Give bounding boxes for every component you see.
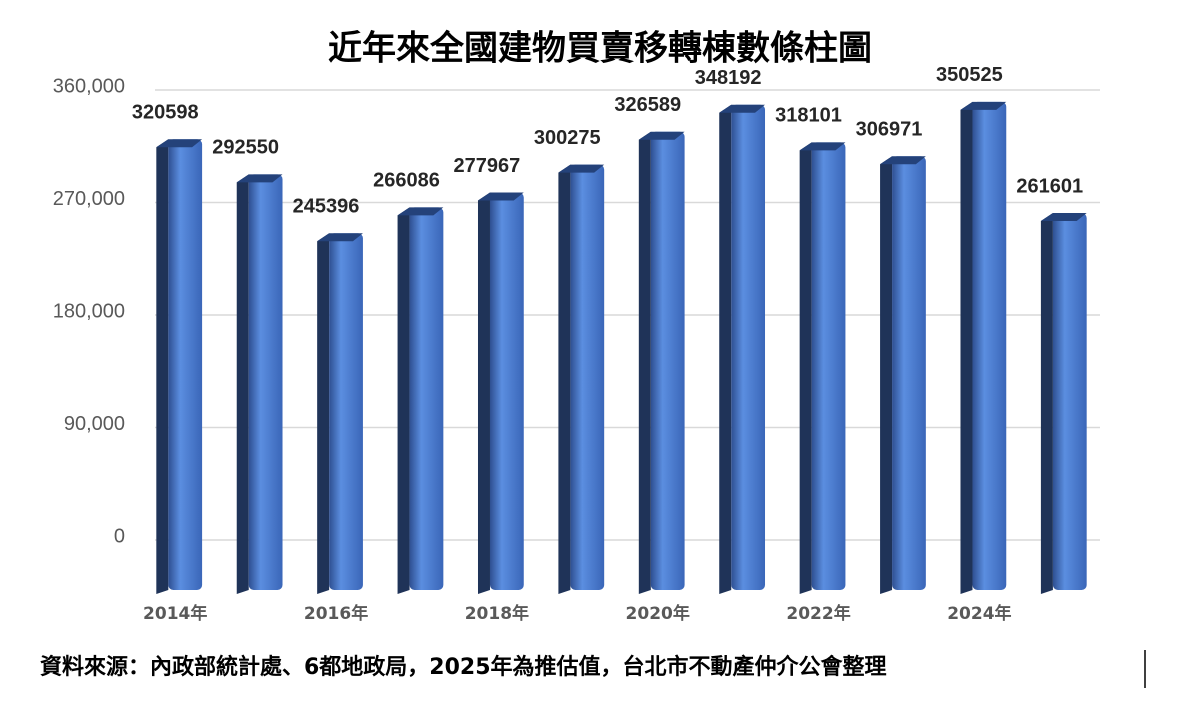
bar bbox=[409, 207, 444, 590]
bar-side bbox=[719, 104, 732, 594]
y-tick-label: 180,000 bbox=[53, 300, 125, 322]
bar bbox=[168, 139, 203, 590]
bar bbox=[570, 164, 605, 590]
chart-title: 近年來全國建物買賣移轉棟數條柱圖 bbox=[328, 29, 872, 69]
bar-side bbox=[1040, 212, 1053, 594]
bar-top bbox=[880, 156, 926, 165]
bar-top bbox=[317, 233, 363, 242]
bar bbox=[731, 104, 766, 590]
bar-top bbox=[236, 174, 283, 183]
bar bbox=[489, 192, 524, 590]
bar-top bbox=[156, 139, 203, 148]
data-label: 350525 bbox=[936, 64, 1003, 86]
bar-side bbox=[397, 207, 410, 594]
bar-top bbox=[477, 192, 524, 201]
y-tick-label: 0 bbox=[114, 525, 125, 547]
bar-top bbox=[719, 104, 766, 113]
bar bbox=[1052, 212, 1087, 590]
bar-top bbox=[558, 164, 605, 173]
bar-side bbox=[638, 131, 651, 595]
data-label: 318101 bbox=[775, 105, 842, 127]
x-tick-label: 2020年 bbox=[626, 603, 690, 624]
x-tick-label: 2016年 bbox=[304, 603, 368, 624]
x-tick-label: 2018年 bbox=[465, 603, 529, 624]
bar-top bbox=[397, 207, 444, 216]
data-label: 326589 bbox=[614, 94, 681, 116]
source-note: 資料來源：內政部統計處、6都地政局，2025年為推估值，台北市不動產仲介公會整理 bbox=[40, 654, 887, 680]
bar bbox=[811, 142, 846, 590]
bar-top bbox=[799, 142, 846, 151]
data-label: 320598 bbox=[132, 102, 199, 124]
data-label: 306971 bbox=[856, 119, 923, 141]
bar-side bbox=[236, 174, 249, 594]
x-tick-label: 2014年 bbox=[143, 603, 207, 624]
y-tick-label: 360,000 bbox=[53, 75, 125, 97]
bar-side bbox=[880, 156, 893, 594]
data-label: 266086 bbox=[373, 170, 440, 192]
bar bbox=[329, 233, 363, 590]
data-label: 292550 bbox=[212, 137, 279, 159]
x-tick-label: 2024年 bbox=[947, 603, 1011, 624]
bar-side bbox=[960, 101, 973, 594]
data-label: 348192 bbox=[695, 67, 762, 89]
y-tick-label: 90,000 bbox=[64, 413, 125, 435]
bar-side bbox=[477, 192, 490, 594]
bar bbox=[650, 131, 685, 591]
bar-top bbox=[638, 131, 685, 140]
data-label: 245396 bbox=[293, 196, 360, 218]
data-label: 300275 bbox=[534, 127, 601, 149]
bar-top bbox=[1040, 212, 1087, 221]
bar-side bbox=[799, 142, 812, 594]
data-label: 277967 bbox=[454, 155, 521, 177]
bar-top bbox=[960, 101, 1007, 110]
bar bbox=[248, 174, 283, 590]
x-tick-label: 2022年 bbox=[786, 603, 850, 624]
bar-side bbox=[156, 139, 169, 594]
bar-side bbox=[558, 164, 571, 594]
y-tick-label: 270,000 bbox=[53, 188, 125, 210]
bar bbox=[972, 101, 1007, 590]
data-label: 261601 bbox=[1016, 175, 1083, 197]
bar bbox=[892, 156, 926, 590]
bar-side bbox=[317, 233, 330, 594]
